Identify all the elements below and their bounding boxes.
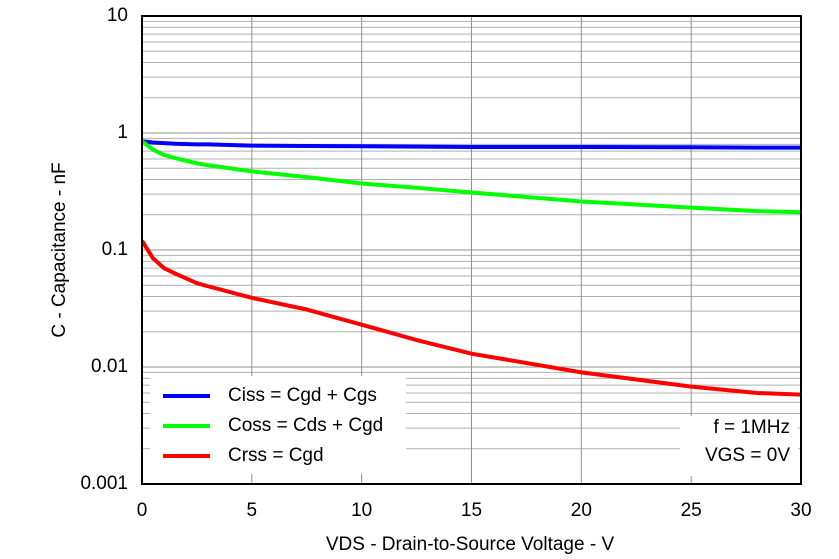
legend-label: Ciss = Cgd + Cgs: [228, 385, 377, 406]
x-tick-label: 20: [571, 500, 592, 521]
y-tick-label: 0.1: [102, 239, 128, 260]
x-tick-label: 0: [137, 500, 148, 521]
overlay: Ciss = Cgd + Cgs Coss = Cds + Cgd Crss = C…: [150, 376, 798, 476]
y-tick-label: 0.001: [80, 473, 128, 494]
x-tick-label: 25: [681, 500, 702, 521]
series-line: [142, 239, 801, 397]
series-line: [142, 139, 801, 215]
annotation-box: [680, 416, 798, 476]
plot-lines: [142, 139, 801, 397]
annotation: VGS = 0V: [705, 445, 790, 466]
legend-label: Coss = Cds + Cgd: [228, 415, 383, 436]
y-tick-label: 0.01: [91, 356, 128, 377]
plot-frame: [141, 15, 802, 485]
x-tick-label: 30: [790, 500, 811, 521]
series-line: [142, 139, 801, 150]
annotation: f = 1MHz: [713, 417, 790, 438]
x-tick-label: 10: [351, 500, 372, 521]
y-tick-label: 10: [107, 5, 128, 26]
x-axis-label: VDS - Drain-to-Source Voltage - V: [326, 534, 615, 555]
y-tick-label: 1: [117, 122, 128, 143]
x-tick-label: 15: [461, 500, 482, 521]
y-axis-label: C - Capacitance - nF: [49, 162, 70, 337]
legend-label: Crss = Cgd: [228, 445, 324, 466]
x-tick-label: 5: [247, 500, 258, 521]
